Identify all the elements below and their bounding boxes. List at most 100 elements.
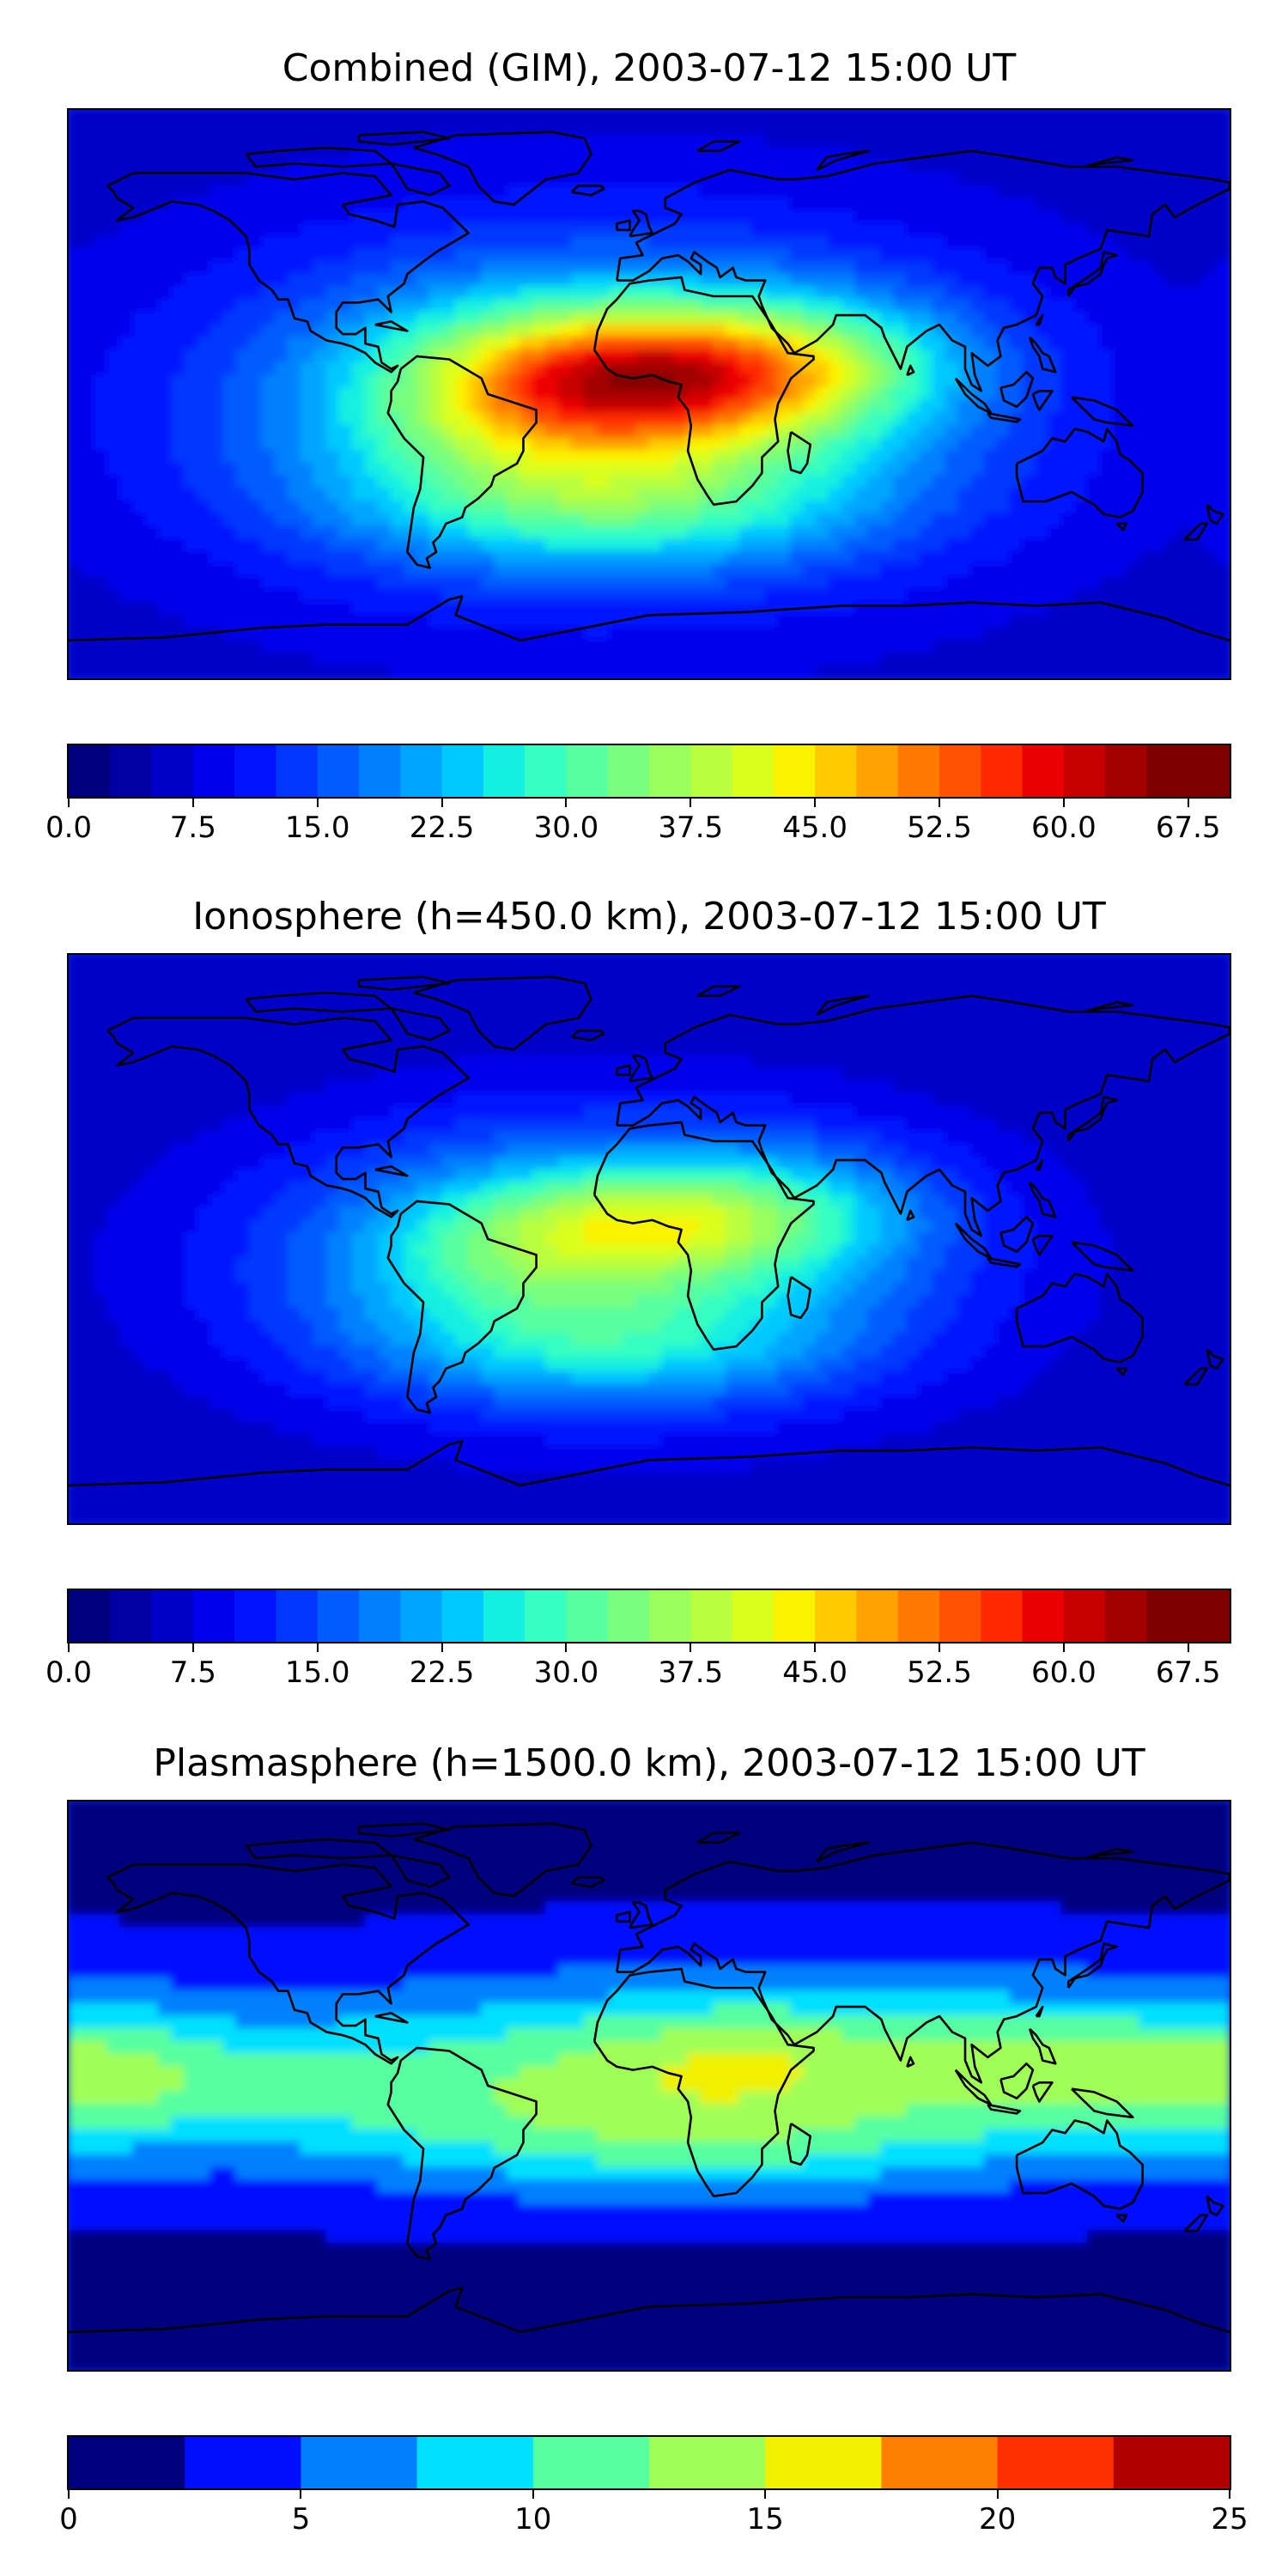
field-cell (325, 247, 341, 263)
field-cell (957, 450, 973, 465)
field-cell (338, 1017, 354, 1032)
field-cell (506, 437, 521, 453)
field-cell (158, 627, 173, 641)
field-cell (210, 501, 225, 515)
field-cell (1035, 538, 1050, 553)
field-cell (790, 324, 805, 338)
field-cell (119, 639, 135, 654)
field-cell (751, 614, 767, 629)
field-cell (1151, 1030, 1166, 1044)
field-cell (1189, 185, 1205, 199)
field-cell (983, 324, 999, 338)
field-cell (197, 1017, 212, 1032)
field-cell (94, 475, 108, 490)
field-cell (867, 979, 883, 994)
field-cell (274, 311, 289, 326)
field-cell (416, 386, 431, 402)
field-cell (94, 488, 108, 502)
tick-mark (316, 799, 319, 807)
field-cell (519, 286, 534, 301)
field-cell (467, 286, 483, 301)
field-cell (235, 563, 251, 579)
field-cell (248, 563, 264, 579)
field-cell (1138, 665, 1153, 678)
field-cell (428, 324, 444, 338)
field-cell (325, 513, 341, 528)
field-cell (428, 450, 444, 465)
field-cell (493, 450, 508, 465)
field-cell (235, 185, 251, 199)
field-cell (81, 1042, 95, 1057)
field-cell (81, 1017, 95, 1032)
field-cell (235, 1042, 251, 1057)
field-cell (1099, 639, 1115, 654)
field-cell (1009, 273, 1024, 288)
field-cell (1125, 399, 1140, 415)
field-cell (687, 273, 702, 288)
field-cell (1203, 538, 1218, 553)
field-cell (119, 424, 135, 440)
field-cell (1216, 576, 1230, 591)
field-cell (377, 992, 392, 1006)
field-cell (1099, 513, 1115, 528)
field-cell (609, 311, 624, 326)
field-cell (932, 526, 947, 541)
field-cell (119, 488, 135, 502)
field-cell (1203, 412, 1218, 427)
field-cell (532, 550, 547, 566)
field-cell (1086, 501, 1102, 515)
field-cell (816, 424, 831, 440)
field-cell (338, 488, 354, 502)
field-cell (557, 627, 573, 641)
field-cell (623, 298, 637, 313)
field-cell (390, 992, 405, 1006)
field-cell (648, 412, 663, 427)
field-cell (841, 450, 857, 465)
field-cell (854, 526, 870, 541)
field-cell (738, 386, 754, 402)
field-cell (557, 488, 573, 502)
field-cell (893, 134, 908, 149)
field-cell (919, 1054, 934, 1070)
field-cell (81, 1004, 95, 1019)
field-cell (1189, 110, 1205, 124)
field-cell (829, 992, 844, 1006)
field-cell (1112, 197, 1127, 212)
field-cell (235, 665, 251, 678)
field-cell (957, 1054, 973, 1070)
field-cell (996, 563, 1012, 579)
field-cell (700, 336, 715, 351)
field-cell (996, 450, 1012, 465)
field-cell (674, 298, 689, 313)
field-cell (919, 121, 934, 137)
field-cell (364, 966, 380, 981)
field-cell (454, 550, 470, 566)
field-cell (274, 627, 289, 641)
field-cell (145, 538, 161, 553)
field-cell (557, 134, 573, 149)
field-cell (1112, 298, 1127, 313)
field-cell (816, 513, 831, 528)
field-cell (1073, 210, 1089, 225)
field-cell (325, 955, 341, 969)
field-cell (867, 437, 883, 453)
field-cell (1086, 1054, 1102, 1070)
field-cell (1203, 273, 1218, 288)
field-cell (674, 627, 689, 641)
field-cell (261, 992, 276, 1006)
field-cell (158, 172, 173, 187)
field-cell (416, 1030, 431, 1044)
field-cell (1151, 222, 1166, 238)
field-cell (210, 614, 225, 629)
field-cell (222, 526, 238, 541)
field-cell (274, 563, 289, 579)
colorbar-bin (897, 745, 940, 797)
field-cell (1151, 210, 1166, 225)
field-cell (674, 424, 689, 440)
field-cell (351, 475, 367, 490)
field-cell (957, 210, 973, 225)
field-cell (1125, 563, 1140, 579)
field-cell (687, 134, 702, 149)
field-cell (777, 665, 793, 678)
field-cell (829, 550, 844, 566)
